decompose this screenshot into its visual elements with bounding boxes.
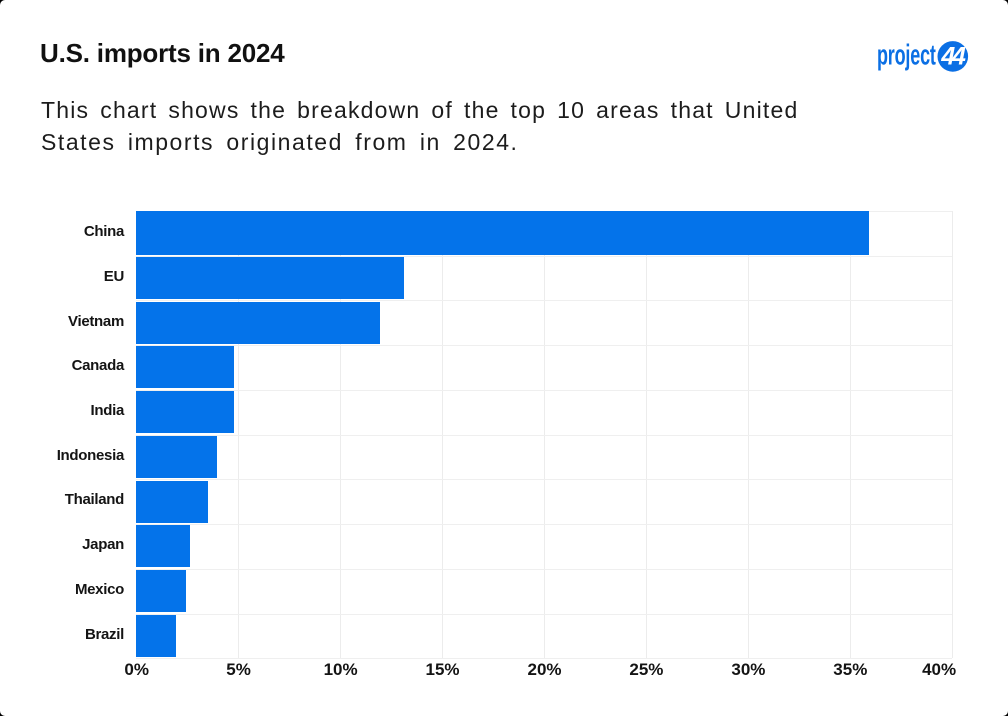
svg-text:project: project	[877, 39, 936, 71]
svg-text:44: 44	[940, 43, 966, 71]
